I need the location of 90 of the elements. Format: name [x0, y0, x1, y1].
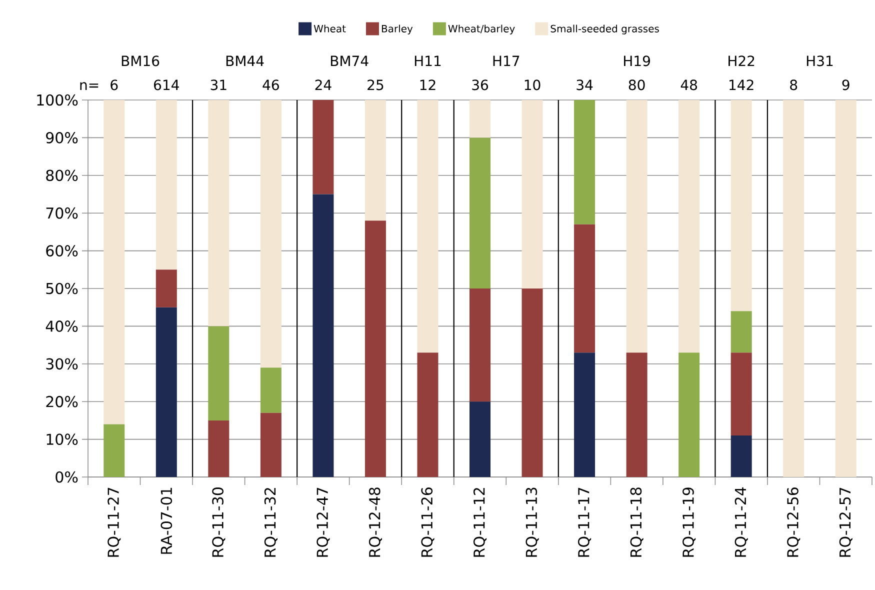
- text: H22: [728, 56, 754, 66]
- y-tick-label: 50%: [46, 282, 78, 294]
- bar: [522, 100, 543, 288]
- x-tick-label: RQ-12-57: [839, 488, 852, 557]
- bar: [364, 220, 386, 477]
- x-tick-label: RQ-11-13: [526, 488, 539, 557]
- bar: [470, 402, 491, 477]
- bar: [730, 352, 752, 436]
- text: 80: [628, 80, 645, 90]
- legend-label: Wheat: [314, 24, 346, 32]
- bar: [574, 224, 596, 353]
- text: 6: [110, 80, 118, 90]
- x-tick-label: RQ-11-18: [630, 488, 644, 557]
- bar: [417, 352, 438, 477]
- text: H19: [624, 56, 650, 66]
- bar: [260, 100, 282, 368]
- text: 25: [368, 80, 384, 90]
- text: H31: [806, 56, 833, 66]
- bar: [522, 288, 543, 477]
- bar: [417, 100, 438, 353]
- x-tick-label: RQ-11-19: [682, 488, 696, 557]
- bar: [574, 352, 596, 477]
- bar: [364, 100, 386, 221]
- x-tick-label: RQ-11-12: [473, 488, 487, 557]
- text: 34: [576, 80, 593, 90]
- bar: [156, 307, 177, 477]
- legend-label: Small-seeded grasses: [550, 24, 659, 34]
- text: 9: [842, 80, 850, 90]
- bar: [104, 424, 125, 477]
- bar: [730, 436, 752, 477]
- x-tick-label: RQ-12-47: [316, 488, 330, 557]
- text: 12: [420, 80, 436, 90]
- x-tick-label: RQ-11-27: [108, 488, 121, 557]
- x-tick-label: RQ-11-26: [421, 488, 434, 557]
- bar: [208, 326, 230, 420]
- text: BM44: [226, 56, 264, 66]
- y-tick-label: 80%: [46, 170, 78, 182]
- y-tick-label: 10%: [46, 434, 78, 445]
- text: 24: [315, 80, 332, 90]
- bar: [470, 138, 491, 288]
- y-tick-label: 60%: [46, 245, 78, 256]
- bar: [730, 100, 752, 312]
- text: BM74: [330, 56, 368, 66]
- text: 31: [210, 80, 226, 90]
- bar: [104, 100, 125, 424]
- x-tick-label: RA-07-01: [160, 488, 172, 554]
- text: n=: [80, 82, 98, 90]
- bar: [208, 420, 230, 477]
- y-tick-label: 70%: [46, 207, 78, 219]
- text: 46: [262, 80, 279, 90]
- y-tick-label: 40%: [46, 320, 78, 332]
- bar: [260, 412, 282, 477]
- legend-label: Wheat/barley: [448, 24, 515, 34]
- legend-label: Barley: [382, 24, 413, 34]
- bar: [156, 270, 177, 308]
- bar: [835, 100, 856, 477]
- x-tick-label: RQ-11-17: [578, 488, 592, 557]
- y-tick-label: 90%: [46, 132, 78, 144]
- text: BM16: [122, 56, 160, 66]
- text: 10: [524, 80, 540, 90]
- x-tick-label: RQ-11-32: [264, 488, 278, 557]
- text: H17: [493, 56, 520, 66]
- text: 8: [790, 80, 798, 90]
- bar: [260, 368, 282, 413]
- bar: [312, 194, 334, 477]
- bar: [156, 100, 177, 270]
- bar: [783, 100, 804, 477]
- text: 36: [472, 80, 488, 90]
- bar: [678, 352, 700, 477]
- bar: [470, 100, 491, 138]
- text: 48: [680, 80, 698, 90]
- x-tick-label: RQ-11-24: [734, 487, 748, 557]
- bar: [470, 288, 491, 402]
- bar: [626, 100, 648, 353]
- x-tick-label: RQ-11-30: [212, 488, 226, 557]
- y-tick-label: 0%: [56, 471, 78, 483]
- y-tick-label: 20%: [46, 396, 78, 408]
- text: 614: [154, 80, 179, 90]
- bar: [208, 100, 230, 326]
- bar: [574, 100, 596, 224]
- bar: [730, 311, 752, 353]
- text: H11: [414, 56, 441, 66]
- bar: [678, 100, 700, 353]
- bar: [626, 352, 648, 477]
- text: 142: [730, 80, 754, 90]
- y-tick-label: 30%: [46, 358, 78, 370]
- bar: [312, 100, 334, 194]
- x-tick-label: RQ-12-56: [787, 488, 800, 557]
- x-tick-label: RQ-12-48: [368, 488, 382, 557]
- y-tick-label: 100%: [37, 94, 78, 106]
